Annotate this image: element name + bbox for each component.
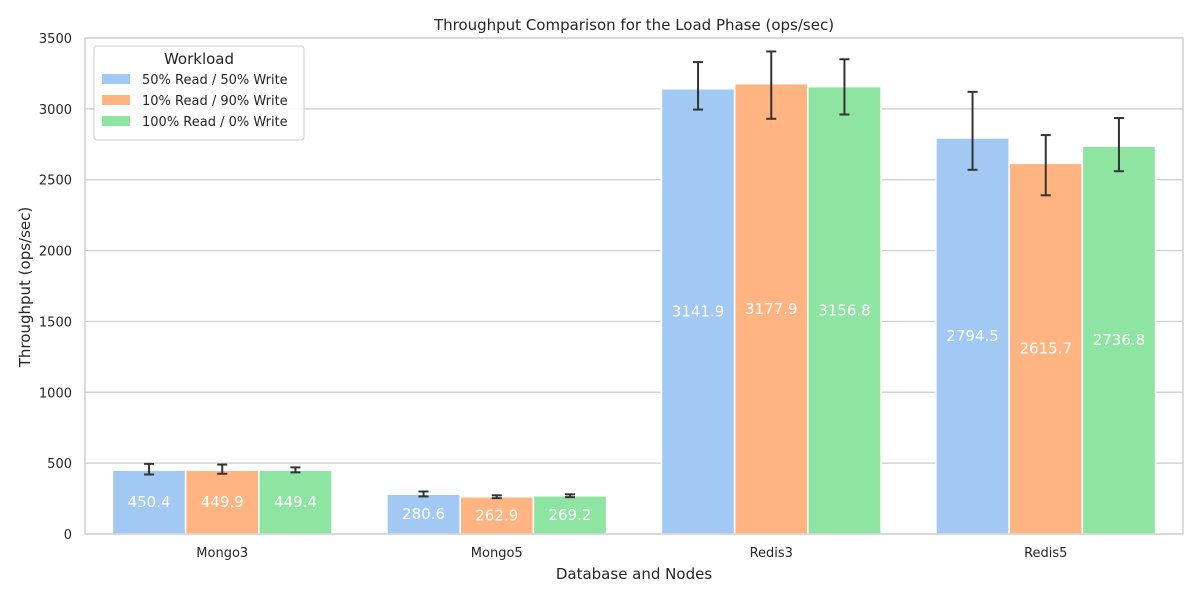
bar-value-label: 449.4 xyxy=(274,493,317,511)
bar-value-label: 450.4 xyxy=(128,493,171,511)
y-tick-label: 3000 xyxy=(39,103,72,118)
bar-value-label: 3141.9 xyxy=(672,302,725,320)
y-tick-label: 0 xyxy=(64,528,72,543)
y-axis-label: Throughput (ops/sec) xyxy=(16,207,34,368)
bar-value-label: 2794.5 xyxy=(946,327,999,345)
bar-value-label: 2736.8 xyxy=(1093,331,1146,349)
bar-value-label: 269.2 xyxy=(548,506,591,524)
x-tick-label: Redis3 xyxy=(750,546,793,561)
x-tick-label: Mongo5 xyxy=(471,546,523,561)
legend-entry-label: 100% Read / 0% Write xyxy=(142,115,288,130)
x-axis-label: Database and Nodes xyxy=(556,565,712,583)
x-tick-label: Mongo3 xyxy=(196,546,248,561)
bar-value-label: 449.9 xyxy=(201,493,244,511)
legend-entry-label: 10% Read / 90% Write xyxy=(142,94,288,109)
legend-swatch xyxy=(102,95,130,105)
bar-value-label: 280.6 xyxy=(402,505,445,523)
legend-title: Workload xyxy=(164,50,234,68)
bar-value-label: 3177.9 xyxy=(745,300,798,318)
y-tick-label: 1000 xyxy=(39,386,72,401)
chart-title: Throughput Comparison for the Load Phase… xyxy=(433,16,834,34)
y-tick-label: 3500 xyxy=(39,32,72,47)
bar-value-label: 262.9 xyxy=(475,506,518,524)
y-tick-label: 1500 xyxy=(39,315,72,330)
legend-swatch xyxy=(102,74,130,84)
legend-entry-label: 50% Read / 50% Write xyxy=(142,73,288,88)
bar-value-label: 2615.7 xyxy=(1020,340,1073,358)
y-tick-label: 2000 xyxy=(39,245,72,260)
y-tick-label: 500 xyxy=(47,457,72,472)
x-tick-label: Redis5 xyxy=(1024,546,1067,561)
y-tick-label: 2500 xyxy=(39,174,72,189)
bar-value-label: 3156.8 xyxy=(818,301,871,319)
legend: Workload 50% Read / 50% Write 10% Read / 9… xyxy=(94,46,304,140)
legend-swatch xyxy=(102,116,130,126)
bar-layer xyxy=(112,84,1155,534)
